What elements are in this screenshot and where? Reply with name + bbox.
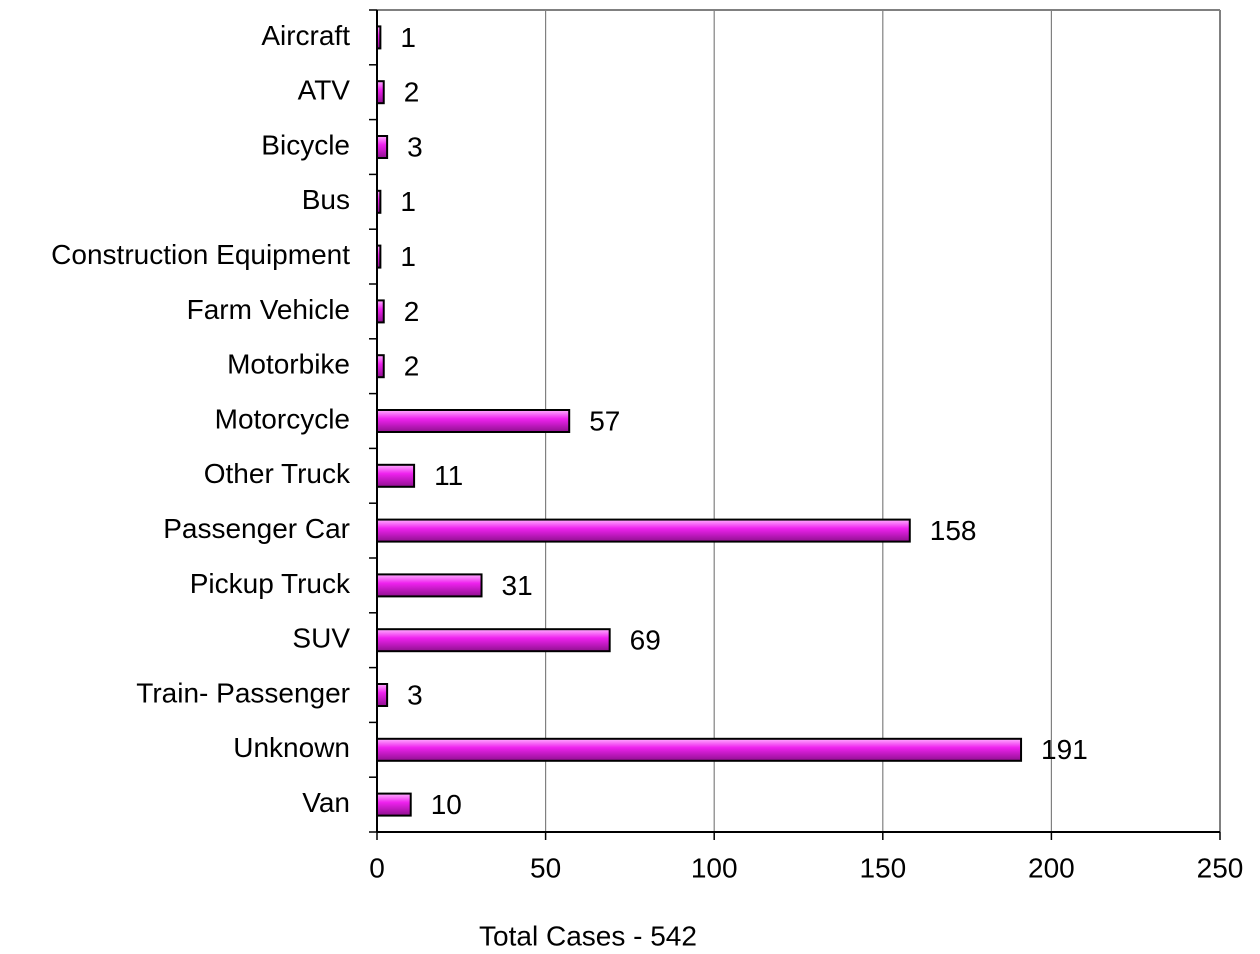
value-label: 191 (1041, 734, 1088, 765)
value-label: 10 (431, 789, 462, 820)
bar (376, 409, 571, 433)
y-tick-label: Train- Passenger (136, 677, 350, 708)
value-label: 31 (502, 570, 533, 601)
y-tick-label: Aircraft (261, 20, 350, 51)
bar (376, 299, 385, 324)
bar (376, 573, 483, 598)
y-tick-label: Motorbike (227, 349, 350, 380)
bar (376, 628, 611, 653)
x-tick-label: 200 (1028, 852, 1075, 883)
y-tick-label: Other Truck (204, 458, 351, 489)
bar (376, 683, 389, 707)
bar (376, 518, 911, 543)
y-tick-label: SUV (292, 623, 350, 654)
value-label: 2 (404, 77, 420, 108)
value-label: 1 (400, 241, 416, 272)
y-tick-label: Pickup Truck (190, 568, 351, 599)
bar (376, 463, 416, 488)
bar (376, 135, 389, 159)
y-tick-label: Farm Vehicle (187, 294, 350, 325)
x-tick-label: 150 (859, 852, 906, 883)
y-tick-label: Construction Equipment (51, 239, 350, 270)
x-axis-label: Total Cases - 542 (479, 920, 697, 951)
x-tick-label: 50 (530, 852, 561, 883)
y-tick-label: Passenger Car (163, 513, 350, 544)
value-label: 1 (400, 22, 416, 53)
value-label: 3 (407, 131, 423, 162)
value-label: 57 (589, 405, 620, 436)
value-label: 158 (930, 515, 977, 546)
x-tick-label: 100 (691, 852, 738, 883)
value-label: 2 (404, 351, 420, 382)
bar (376, 354, 385, 379)
bar (376, 80, 385, 105)
value-label: 2 (404, 296, 420, 327)
x-tick-label: 0 (369, 852, 385, 883)
y-tick-label: Motorcycle (215, 403, 350, 434)
y-tick-label: Van (302, 787, 350, 818)
bar (376, 792, 412, 817)
value-label: 69 (630, 625, 661, 656)
value-label: 11 (434, 460, 463, 491)
x-tick-label: 250 (1197, 852, 1244, 883)
y-tick-label: ATV (298, 75, 351, 106)
bar (376, 737, 1023, 762)
y-tick-label: Unknown (233, 732, 350, 763)
y-tick-label: Bicycle (261, 129, 350, 160)
value-label: 3 (407, 679, 423, 710)
value-label: 1 (400, 186, 416, 217)
y-tick-label: Bus (302, 184, 350, 215)
